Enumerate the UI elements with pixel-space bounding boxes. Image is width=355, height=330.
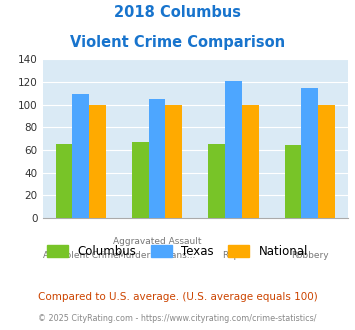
Bar [208,144,225,218]
Text: Aggravated Assault: Aggravated Assault [113,237,201,246]
Bar [132,142,149,218]
Text: Violent Crime Comparison: Violent Crime Comparison [70,35,285,50]
Text: All Violent Crime: All Violent Crime [43,251,119,260]
Bar [318,105,335,218]
Bar [72,94,89,218]
Bar [225,81,242,218]
Legend: Columbus, Texas, National: Columbus, Texas, National [42,241,313,263]
Text: Robbery: Robbery [291,251,328,260]
Text: Murder & Mans...: Murder & Mans... [119,251,196,260]
Text: Rape: Rape [222,251,245,260]
Bar [165,105,182,218]
Text: Compared to U.S. average. (U.S. average equals 100): Compared to U.S. average. (U.S. average … [38,292,317,302]
Bar [89,105,106,218]
Bar [56,144,72,218]
Text: 2018 Columbus: 2018 Columbus [114,5,241,20]
Bar [285,146,301,218]
Text: © 2025 CityRating.com - https://www.cityrating.com/crime-statistics/: © 2025 CityRating.com - https://www.city… [38,314,317,323]
Bar [301,88,318,218]
Bar [149,99,165,218]
Bar [242,105,258,218]
